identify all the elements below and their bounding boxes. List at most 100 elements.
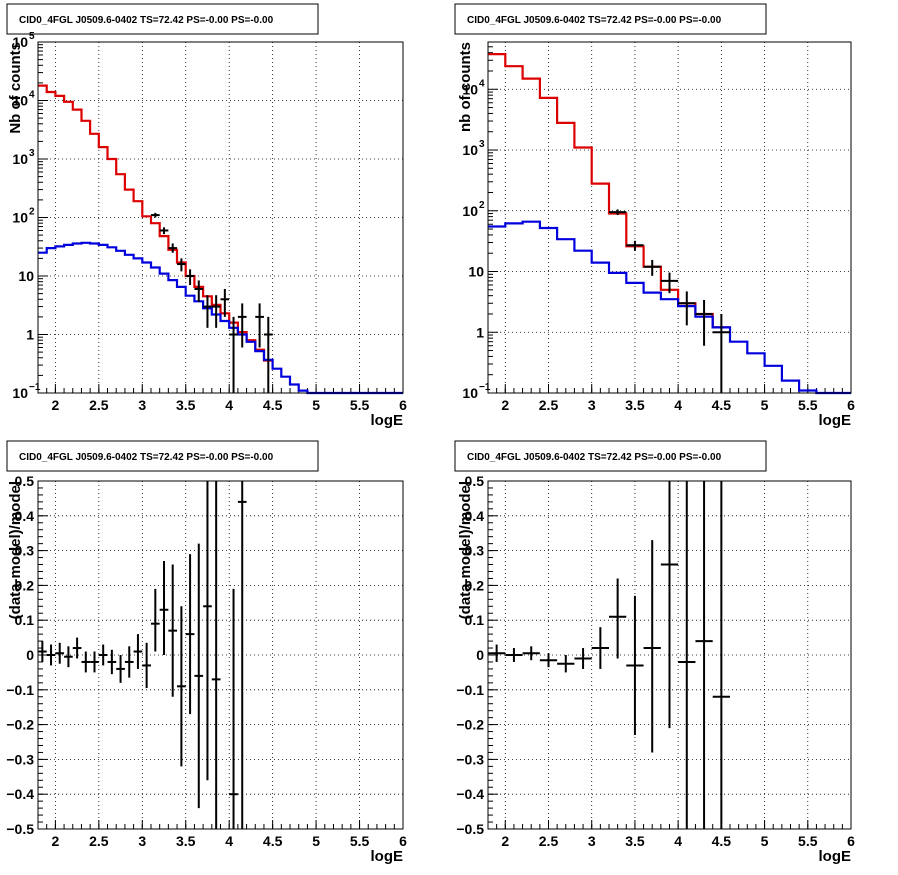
y-tick-label: 0.5 bbox=[15, 473, 35, 489]
x-tick-label: 5 bbox=[761, 397, 769, 413]
data-point bbox=[159, 227, 169, 235]
chart-title: CID0_4FGL J0509.6-0402 TS=72.42 PS=-0.00… bbox=[19, 15, 274, 26]
residual-point bbox=[557, 655, 575, 673]
residual-point bbox=[505, 648, 523, 662]
chart-title-box bbox=[454, 3, 767, 35]
residual-point bbox=[591, 627, 609, 669]
y-tick-exponent: −1 bbox=[29, 382, 41, 393]
y-axis-label: Nb of counts bbox=[7, 42, 24, 134]
y-tick-label: −0.2 bbox=[456, 717, 484, 733]
x-axis-label: logE bbox=[819, 848, 852, 865]
x-tick-label: 4.5 bbox=[263, 833, 283, 849]
data-point bbox=[626, 240, 644, 251]
y-tick-label: 1 bbox=[26, 327, 34, 343]
x-tick-label: 5 bbox=[761, 833, 769, 849]
data-point bbox=[695, 299, 713, 346]
x-tick-label: 4.5 bbox=[712, 397, 732, 413]
y-tick-label: 1 bbox=[476, 324, 484, 340]
residual-point bbox=[55, 642, 65, 664]
y-tick-label: 10 bbox=[462, 142, 478, 158]
data-point bbox=[168, 243, 178, 253]
y-tick-label: 10 bbox=[12, 385, 28, 401]
residual-point bbox=[46, 644, 56, 666]
panel-bottom-left: CID0_4FGL J0509.6-0402 TS=72.42 PS=-0.00… bbox=[6, 440, 407, 865]
y-tick-label: 10 bbox=[462, 385, 478, 401]
y-tick-label: 10 bbox=[12, 210, 28, 226]
x-tick-label: 4 bbox=[674, 833, 682, 849]
y-tick-label: 10 bbox=[18, 268, 34, 284]
x-tick-label: 2 bbox=[51, 397, 59, 413]
residual-point bbox=[64, 646, 73, 668]
x-tick-label: 3 bbox=[588, 833, 596, 849]
x-tick-label: 5.5 bbox=[798, 397, 818, 413]
y-tick-label: 10 bbox=[12, 93, 28, 109]
x-tick-label: 3 bbox=[138, 833, 146, 849]
x-tick-label: 3 bbox=[138, 397, 146, 413]
residual-point bbox=[177, 606, 186, 767]
plot-frame bbox=[37, 41, 404, 394]
x-tick-label: 4 bbox=[225, 397, 233, 413]
y-tick-label: 0.2 bbox=[465, 577, 485, 593]
y-tick-label: 10 bbox=[468, 264, 484, 280]
x-tick-label: 5.5 bbox=[350, 833, 370, 849]
x-tick-label: 2.5 bbox=[539, 833, 559, 849]
model-total-step bbox=[488, 53, 730, 329]
y-tick-label: 0.3 bbox=[465, 543, 485, 559]
residual-point bbox=[107, 649, 117, 675]
y-axis-label: (data-model)/model bbox=[457, 481, 474, 619]
residual-point bbox=[643, 540, 661, 753]
data-point bbox=[177, 258, 186, 272]
y-tick-label: 10 bbox=[12, 151, 28, 167]
residual-point bbox=[237, 481, 247, 829]
residual-point bbox=[124, 646, 134, 678]
chart-title: CID0_4FGL J0509.6-0402 TS=72.42 PS=-0.00… bbox=[19, 452, 274, 463]
residual-point bbox=[116, 655, 125, 683]
model-source-step bbox=[38, 241, 403, 395]
x-tick-label: 3.5 bbox=[176, 833, 196, 849]
y-tick-label: 10 bbox=[462, 81, 478, 97]
data-point bbox=[255, 303, 264, 348]
y-tick-label: −0.5 bbox=[456, 821, 484, 837]
y-tick-exponent: 2 bbox=[479, 200, 485, 211]
y-tick-label: 0 bbox=[476, 647, 484, 663]
y-tick-exponent: 4 bbox=[479, 78, 485, 89]
y-tick-label: 10 bbox=[12, 34, 28, 50]
y-tick-exponent: −1 bbox=[479, 382, 491, 393]
y-tick-exponent: 5 bbox=[29, 31, 35, 42]
x-tick-label: 2 bbox=[51, 833, 59, 849]
plot-frame bbox=[487, 41, 852, 394]
chart-title-box bbox=[454, 440, 767, 472]
y-tick-label: −0.2 bbox=[6, 717, 34, 733]
data-point bbox=[150, 212, 160, 218]
x-tick-label: 3.5 bbox=[176, 397, 196, 413]
panel-top-right: CID0_4FGL J0509.6-0402 TS=72.42 PS=-0.00… bbox=[454, 3, 855, 429]
x-tick-label: 5.5 bbox=[798, 833, 818, 849]
y-tick-label: −0.4 bbox=[456, 786, 484, 802]
x-tick-label: 4.5 bbox=[263, 397, 283, 413]
residual-point bbox=[522, 646, 540, 661]
residual-point bbox=[98, 644, 108, 666]
chart-title-box bbox=[6, 440, 319, 472]
y-tick-label: 10 bbox=[462, 203, 478, 219]
residual-point bbox=[90, 651, 99, 673]
residual-point bbox=[660, 481, 679, 729]
data-point bbox=[237, 303, 247, 348]
y-tick-exponent: 3 bbox=[479, 139, 485, 150]
residual-point bbox=[72, 637, 82, 659]
y-tick-label: 0.3 bbox=[15, 543, 35, 559]
panel-top-left: CID0_4FGL J0509.6-0402 TS=72.42 PS=-0.00… bbox=[6, 3, 407, 429]
residual-point bbox=[539, 653, 558, 668]
x-tick-label: 3.5 bbox=[625, 833, 645, 849]
residual-point bbox=[229, 588, 238, 829]
y-tick-label: −0.5 bbox=[6, 821, 34, 837]
plot-frame bbox=[37, 480, 404, 830]
data-point bbox=[609, 209, 627, 216]
residual-point bbox=[574, 648, 592, 669]
y-tick-label: −0.1 bbox=[6, 682, 34, 698]
model-source-step bbox=[488, 220, 851, 395]
y-tick-label: −0.1 bbox=[456, 682, 484, 698]
residual-point bbox=[626, 595, 644, 736]
x-tick-label: 2.5 bbox=[89, 833, 109, 849]
x-tick-label: 2.5 bbox=[539, 397, 559, 413]
y-tick-label: 0.1 bbox=[465, 612, 485, 628]
